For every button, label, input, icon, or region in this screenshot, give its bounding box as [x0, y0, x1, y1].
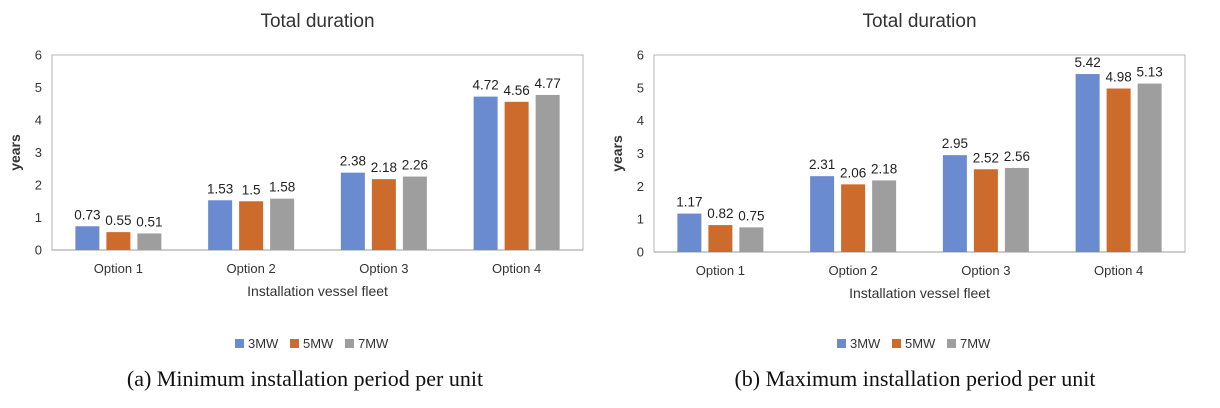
legend-swatch — [947, 339, 956, 348]
bar-chart-a: Total duration 0 1 2 3 4 5 6 years 0.73 0.55 0.51 Op… — [7, 11, 584, 351]
bar — [239, 201, 264, 250]
data-label: 2.52 — [973, 150, 999, 165]
data-label: 4.72 — [472, 78, 498, 93]
y-axis-label: years — [7, 134, 23, 171]
chart-title: Total duration — [260, 11, 374, 32]
bar — [473, 96, 498, 250]
legend-swatch — [837, 339, 846, 348]
chart-title: Total duration — [862, 11, 976, 32]
data-label: 2.38 — [340, 154, 366, 169]
data-label: 2.06 — [840, 165, 866, 180]
y-tick-label: 3 — [637, 146, 644, 161]
bar — [677, 213, 702, 252]
data-label: 0.73 — [74, 207, 100, 222]
legend-label: 3MW — [248, 336, 279, 351]
y-tick-label: 1 — [637, 212, 644, 227]
data-label: 4.56 — [503, 83, 529, 98]
bar — [810, 176, 835, 252]
legend-label: 5MW — [905, 336, 936, 351]
bar — [942, 155, 967, 252]
caption-b: (b) Maximum installation period per unit — [734, 366, 1096, 391]
bar — [1075, 74, 1100, 252]
bar — [75, 226, 100, 250]
bar-chart-b: Total duration 0 1 2 3 4 5 6 years 1.17 0.82 0.75 Op… — [609, 11, 1186, 351]
bar — [137, 233, 162, 250]
legend-swatch — [235, 339, 244, 348]
data-label: 5.13 — [1136, 65, 1162, 80]
legend-label: 5MW — [303, 336, 334, 351]
data-label: 2.56 — [1004, 149, 1030, 164]
bar — [708, 225, 733, 252]
data-label: 0.82 — [707, 206, 733, 221]
x-axis-label: Installation vessel fleet — [247, 283, 388, 299]
legend-swatch — [892, 339, 901, 348]
bar — [1004, 167, 1029, 252]
plot-frame — [653, 54, 1186, 253]
y-tick-label: 4 — [637, 113, 644, 128]
x-tick-label: Option 3 — [359, 261, 408, 276]
bar — [340, 172, 365, 250]
data-label: 0.51 — [136, 214, 162, 229]
caption-a: (a) Minimum installation period per unit — [126, 366, 484, 391]
x-tick-label: Option 4 — [492, 261, 541, 276]
y-tick-label: 5 — [35, 80, 42, 95]
data-label: 1.58 — [269, 180, 295, 195]
data-label: 2.26 — [402, 158, 428, 173]
data-label: 2.18 — [371, 160, 397, 175]
y-tick-label: 6 — [35, 48, 42, 63]
x-tick-label: Option 1 — [696, 263, 745, 278]
data-label: 1.17 — [676, 195, 702, 210]
y-tick-label: 2 — [637, 179, 644, 194]
data-label: 4.77 — [534, 76, 560, 91]
data-label: 0.75 — [738, 208, 764, 223]
bar — [872, 180, 897, 252]
chart-panel-b: Total duration 0 1 2 3 4 5 6 years 1.17 0.82 0.75 Op… — [609, 0, 1220, 408]
data-label: 2.31 — [809, 157, 835, 172]
y-tick-label: 1 — [35, 210, 42, 225]
bar — [841, 184, 866, 252]
bar — [1137, 83, 1162, 252]
data-label: 2.95 — [942, 136, 968, 151]
x-tick-label: Option 4 — [1094, 263, 1143, 278]
x-tick-label: Option 2 — [829, 263, 878, 278]
y-tick-label: 5 — [637, 80, 644, 95]
bar — [106, 232, 131, 250]
y-tick-label: 3 — [35, 145, 42, 160]
x-tick-label: Option 3 — [961, 263, 1010, 278]
y-tick-label: 4 — [35, 113, 42, 128]
data-label: 5.42 — [1074, 55, 1100, 70]
chart-panel-a: Total duration 0 1 2 3 4 5 6 years 0.73 0.55 0.51 Op… — [7, 11, 584, 391]
data-label: 0.55 — [105, 213, 131, 228]
y-axis-label: years — [609, 135, 625, 172]
legend-label: 7MW — [960, 336, 991, 351]
bar — [371, 179, 396, 250]
y-tick-label: 6 — [637, 48, 644, 63]
bar — [270, 198, 295, 250]
x-tick-label: Option 1 — [94, 261, 143, 276]
bar — [208, 200, 233, 250]
legend-label: 3MW — [850, 336, 881, 351]
legend-swatch — [345, 339, 354, 348]
y-tick-label: 2 — [35, 178, 42, 193]
data-label: 2.18 — [871, 161, 897, 176]
bar — [973, 169, 998, 252]
bar — [402, 176, 427, 250]
bar — [1106, 88, 1131, 253]
y-tick-label: 0 — [35, 243, 42, 258]
data-label: 1.5 — [242, 182, 261, 197]
y-tick-label: 0 — [637, 245, 644, 260]
data-label: 4.98 — [1105, 69, 1131, 84]
legend-label: 7MW — [358, 336, 389, 351]
bar — [739, 227, 764, 252]
data-label: 1.53 — [207, 181, 233, 196]
x-tick-label: Option 2 — [227, 261, 276, 276]
legend-swatch — [290, 339, 299, 348]
x-axis-label: Installation vessel fleet — [849, 285, 990, 301]
bar — [504, 101, 529, 250]
bar — [535, 94, 560, 250]
